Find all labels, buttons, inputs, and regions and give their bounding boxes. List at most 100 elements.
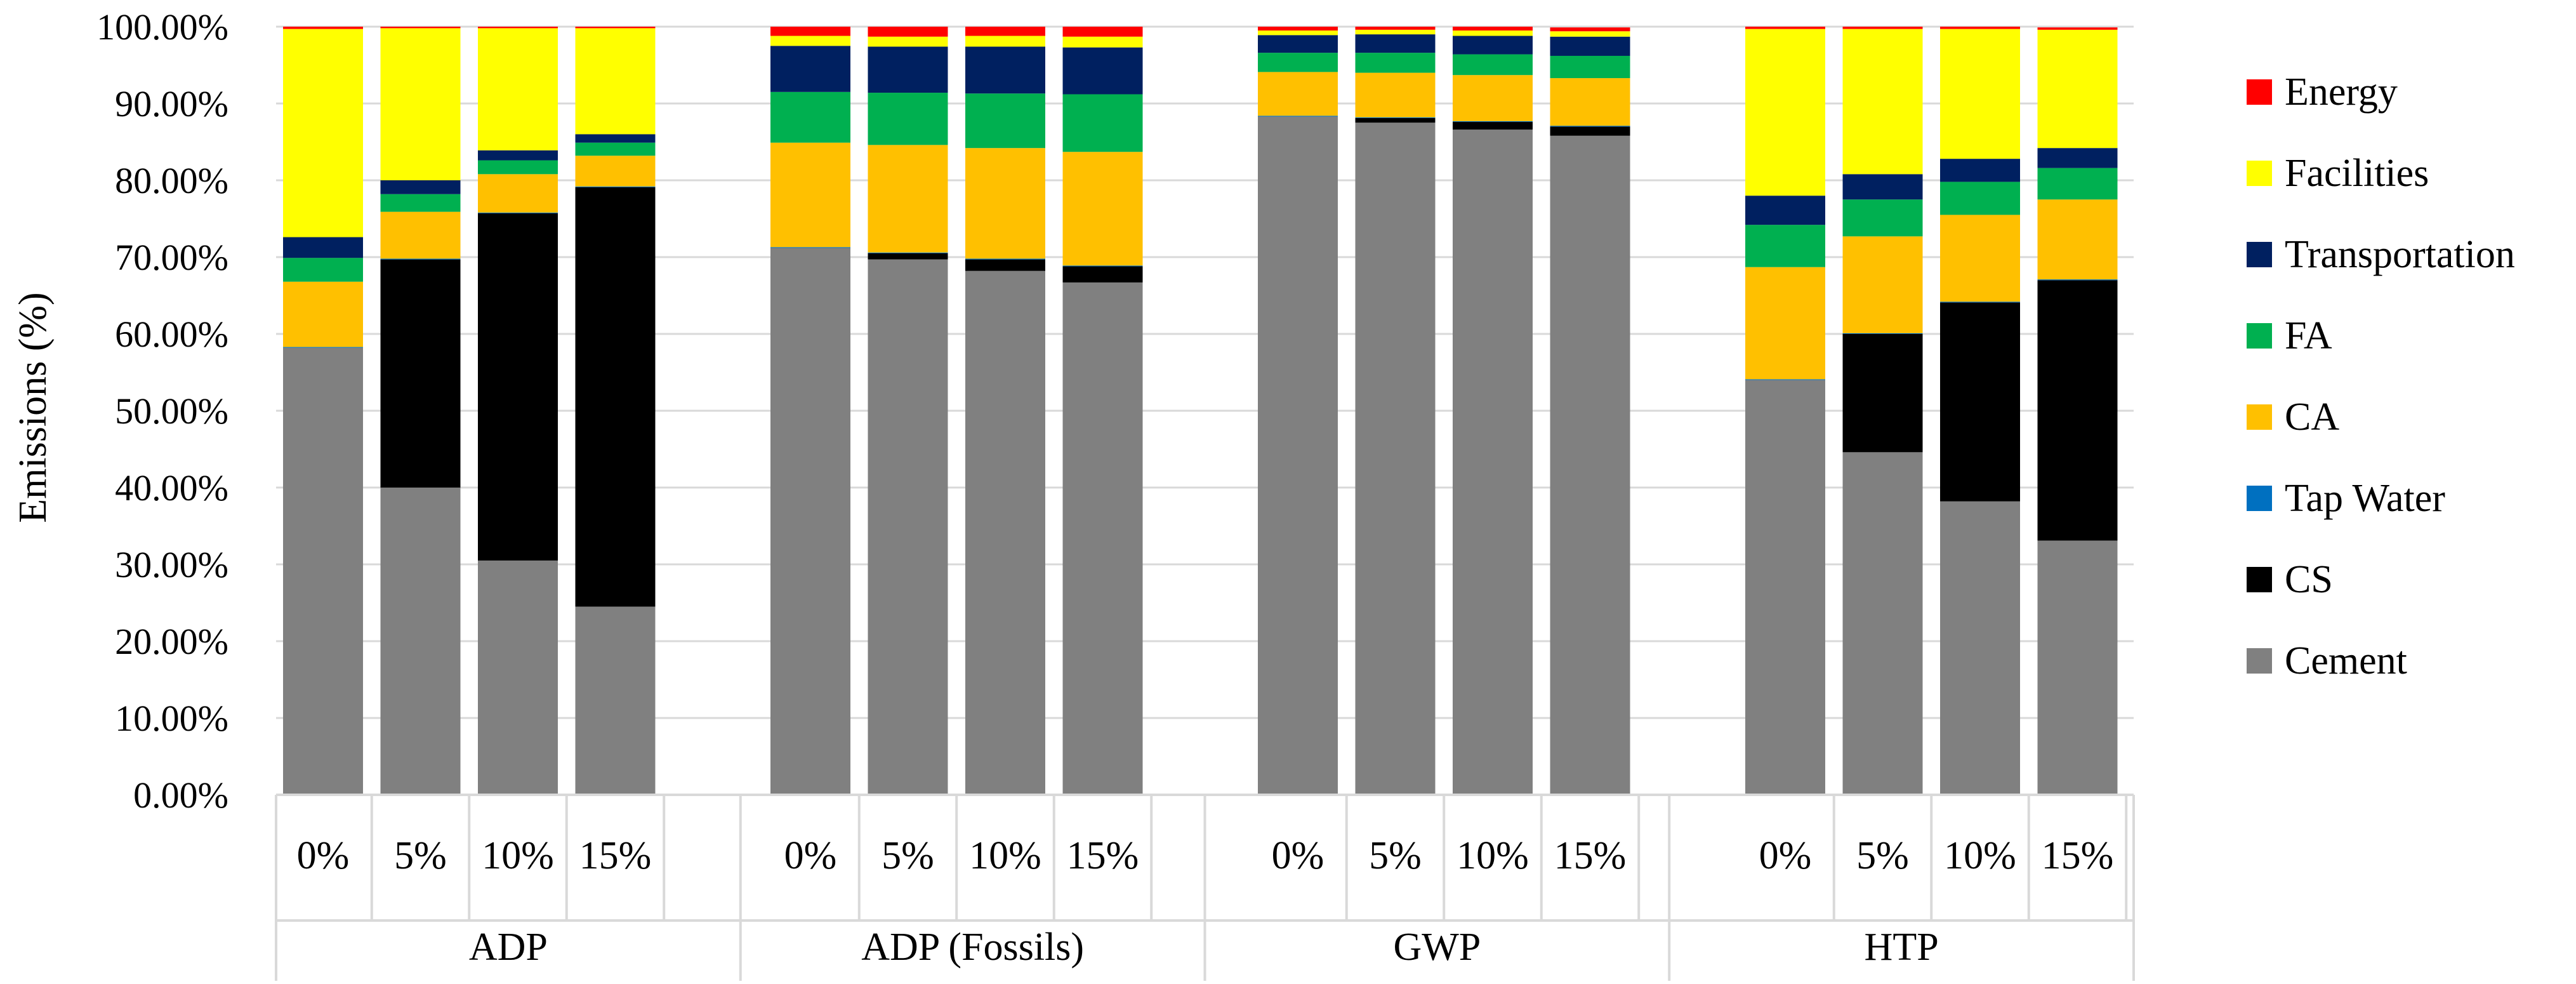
bar-segment-facilities bbox=[1453, 30, 1533, 36]
bar-segment-cement bbox=[1258, 116, 1338, 795]
bar-segment-ca bbox=[1453, 75, 1533, 121]
bar-segment-cement bbox=[283, 347, 363, 795]
legend-label: FA bbox=[2285, 314, 2332, 357]
legend-label: Transportation bbox=[2285, 233, 2515, 276]
bar-stack bbox=[2037, 27, 2118, 795]
legend-item: Energy bbox=[2247, 70, 2398, 114]
x-tick-label: 10% bbox=[1456, 834, 1529, 877]
x-tick-label: 10% bbox=[969, 834, 1041, 877]
legend-item: CA bbox=[2247, 396, 2339, 439]
bar-segment-cement bbox=[1842, 452, 1923, 795]
x-tick-label: 15% bbox=[1067, 834, 1139, 877]
x-group-label: HTP bbox=[1865, 926, 1939, 969]
bar-segment-cs bbox=[1062, 266, 1143, 283]
bar-segment-facilities bbox=[1842, 29, 1923, 175]
bar-segment-energy bbox=[1355, 27, 1436, 30]
legend-swatch bbox=[2247, 242, 2272, 267]
legend-swatch bbox=[2247, 567, 2272, 592]
bar-segment-tap-water bbox=[1842, 333, 1923, 334]
legend: Energy Facilities Transportation FA CA Tap Wa… bbox=[2247, 70, 2515, 682]
bar-segment-energy bbox=[1940, 27, 2020, 29]
bar-segment-transportation bbox=[478, 150, 558, 161]
bar-segment-tap-water bbox=[2037, 279, 2118, 281]
bar-segment-cement bbox=[1062, 282, 1143, 795]
legend-swatch bbox=[2247, 323, 2272, 349]
bar-stack bbox=[1940, 27, 2020, 795]
legend-label: CS bbox=[2285, 558, 2333, 601]
bar-segment-facilities bbox=[1355, 29, 1436, 35]
legend-label: Tap Water bbox=[2285, 477, 2445, 520]
bar-segment-ca bbox=[868, 145, 948, 253]
bar-segment-transportation bbox=[868, 46, 948, 93]
legend-label: Energy bbox=[2285, 70, 2398, 114]
bar-segment-cement bbox=[2037, 540, 2118, 795]
bar-segment-tap-water bbox=[1355, 117, 1436, 118]
bar-segment-cement bbox=[1940, 501, 2020, 795]
bar-segment-ca bbox=[1355, 72, 1436, 117]
bar-segment-facilities bbox=[868, 36, 948, 47]
bar-segment-transportation bbox=[575, 134, 656, 143]
bar-segment-transportation bbox=[283, 237, 363, 258]
bar-segment-cs bbox=[478, 213, 558, 561]
bar-stack bbox=[380, 27, 461, 795]
x-axis: ADP ADP (Fossils) GWP HTP 0% 5% 10% 15% 0% 5% 10% 1… bbox=[275, 794, 2135, 981]
x-tick-label: 10% bbox=[482, 834, 554, 877]
bar-segment-fa bbox=[1355, 53, 1436, 73]
bar-stack bbox=[575, 27, 656, 795]
bar-segment-ca bbox=[1550, 78, 1630, 126]
legend-item: Cement bbox=[2247, 639, 2407, 682]
bar-segment-fa bbox=[965, 93, 1045, 149]
bar-stack bbox=[868, 27, 948, 795]
x-group-label: ADP (Fossils) bbox=[861, 926, 1084, 969]
y-tick-label: 50.00% bbox=[115, 390, 228, 432]
bar-segment-ca bbox=[1062, 152, 1143, 266]
x-tick-label: 15% bbox=[1554, 834, 1627, 877]
bar-segment-facilities bbox=[1062, 36, 1143, 48]
bar-segment-fa bbox=[2037, 168, 2118, 200]
y-axis-title: Emissions (%) bbox=[11, 292, 55, 522]
bar-segment-facilities bbox=[1550, 31, 1630, 37]
bar-segment-cs bbox=[1355, 117, 1436, 123]
bar-segment-cs bbox=[575, 187, 656, 607]
bar-segment-transportation bbox=[1258, 35, 1338, 53]
bar-segment-cs bbox=[1940, 302, 2020, 502]
legend-item: Facilities bbox=[2247, 152, 2429, 195]
bar-segment-facilities bbox=[478, 28, 558, 150]
bar-segment-tap-water bbox=[1745, 379, 1825, 380]
y-tick-label: 0.00% bbox=[133, 775, 228, 816]
bar-segment-ca bbox=[283, 281, 363, 347]
bar-segment-facilities bbox=[1258, 30, 1338, 36]
x-tick-label: 5% bbox=[1856, 834, 1909, 877]
bar-stack bbox=[965, 27, 1045, 795]
bar-segment-cement bbox=[1745, 380, 1825, 795]
x-group-label: ADP bbox=[469, 926, 548, 969]
bar-segment-facilities bbox=[770, 36, 850, 46]
legend-swatch bbox=[2247, 79, 2272, 105]
y-tick-label: 10.00% bbox=[115, 698, 228, 739]
bar-segment-cement bbox=[1355, 123, 1436, 795]
x-tick-label: 0% bbox=[1272, 834, 1324, 877]
bar-segment-energy bbox=[283, 27, 363, 29]
bar-segment-cs bbox=[1842, 334, 1923, 453]
bar-segment-ca bbox=[965, 148, 1045, 259]
legend-label: Cement bbox=[2285, 639, 2407, 682]
bar-segment-tap-water bbox=[380, 258, 461, 260]
legend-swatch bbox=[2247, 404, 2272, 430]
bar-segment-fa bbox=[1940, 182, 2020, 215]
bar-segment-fa bbox=[380, 194, 461, 212]
bar-segment-transportation bbox=[2037, 148, 2118, 168]
legend-item: Tap Water bbox=[2247, 477, 2445, 520]
bar-segment-transportation bbox=[1550, 36, 1630, 56]
bar-segment-transportation bbox=[1062, 47, 1143, 95]
x-tick-label: 0% bbox=[784, 834, 837, 877]
bar-segment-facilities bbox=[1940, 29, 2020, 159]
y-tick-label: 90.00% bbox=[115, 83, 228, 124]
bar-segment-transportation bbox=[770, 46, 850, 92]
bar-segment-ca bbox=[1258, 72, 1338, 116]
legend-swatch bbox=[2247, 486, 2272, 511]
bar-segment-transportation bbox=[1745, 196, 1825, 225]
bar-segment-tap-water bbox=[1062, 265, 1143, 267]
bars bbox=[283, 27, 2118, 795]
x-tick-label: 15% bbox=[579, 834, 652, 877]
